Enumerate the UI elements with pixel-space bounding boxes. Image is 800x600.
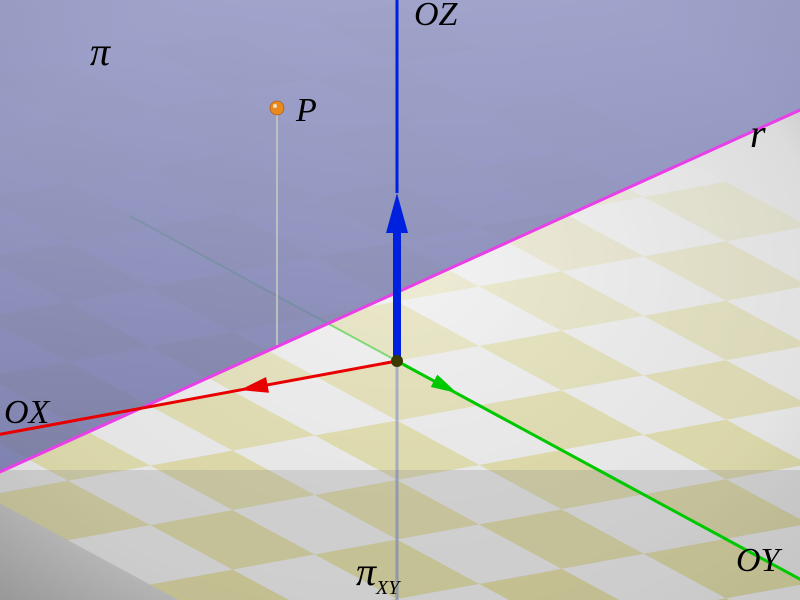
point-p (270, 101, 284, 115)
label-pi-xy-text: π (356, 549, 376, 594)
label-p: P (296, 92, 317, 130)
label-ox: OX (4, 394, 49, 432)
label-oy: OY (736, 542, 779, 580)
label-pi-xy: πXY (356, 548, 399, 600)
label-p-text: P (296, 92, 317, 129)
label-oy-text: OY (736, 542, 779, 579)
label-oz: OZ (414, 0, 457, 34)
label-r-text: r (750, 111, 766, 156)
label-r: r (750, 110, 766, 157)
diagram-svg (0, 0, 800, 600)
label-pi-xy-sub: XY (376, 577, 399, 599)
scene-3d: π P OZ r OX OY πXY (0, 0, 800, 600)
label-ox-text: OX (4, 394, 49, 431)
label-pi-text: π (90, 29, 110, 74)
label-pi: π (90, 28, 110, 75)
origin-dot (391, 355, 403, 367)
point-p-highlight (273, 104, 277, 108)
label-oz-text: OZ (414, 0, 457, 33)
